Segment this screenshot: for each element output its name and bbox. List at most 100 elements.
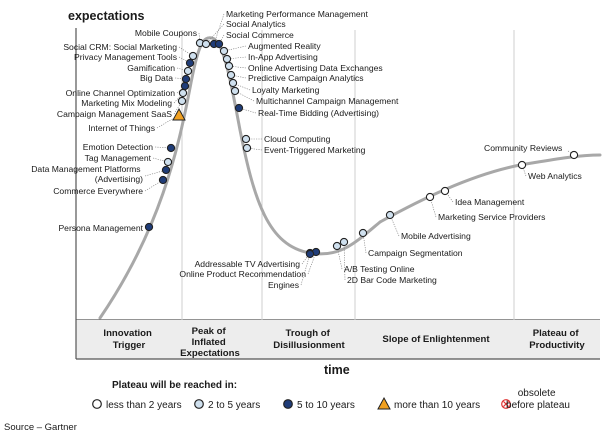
tech-label-commerce-everywhere: Commerce Everywhere (53, 186, 143, 196)
tech-label-in-app-advertising: In-App Advertising (248, 52, 318, 62)
tech-label-online-advertising-data-exchanges: Online Advertising Data Exchanges (248, 63, 383, 73)
technology-marker (222, 54, 232, 64)
leader-line (226, 56, 247, 60)
technology-marker (440, 186, 450, 196)
tech-label-addressable-tv-advertising: Addressable TV Advertising (195, 259, 301, 269)
legend-label-2-to-5-years: 2 to 5 years (208, 400, 260, 411)
leader-line (178, 46, 194, 57)
phase-plateau-of-productivity: Plateau of Productivity (529, 328, 585, 351)
leader-line (156, 114, 180, 129)
technology-marker (178, 88, 188, 98)
tech-label-tag-management: Tag Management (85, 153, 152, 163)
technology-marker (172, 107, 186, 121)
tech-label-event-triggered-marketing: Event-Triggered Marketing (264, 145, 366, 155)
tech-label-persona-management: Persona Management (58, 223, 143, 233)
leader-line (176, 67, 189, 72)
legend-marker-5-to-10-years (283, 399, 293, 409)
tech-label-big-data: Big Data (140, 73, 173, 83)
technology-marker (425, 192, 435, 202)
tech-label-emotion-detection: Emotion Detection (83, 142, 153, 152)
tech-label-campaign-segmentation: Campaign Segmentation (368, 248, 463, 258)
technology-marker (161, 165, 171, 175)
legend-label-obsolete: obsolete before plateau (506, 388, 570, 411)
technology-marker (241, 134, 251, 144)
tech-label-social-analytics: Social Analytics (226, 19, 286, 29)
technology-marker (185, 58, 195, 68)
y-axis-label: expectations (68, 9, 144, 23)
technology-markers (144, 13, 579, 286)
technology-marker (181, 74, 191, 84)
tech-label-mobile-advertising: Mobile Advertising (401, 231, 471, 241)
technology-marker (158, 175, 168, 185)
legend-title: Plateau will be reached in: (112, 380, 237, 391)
tech-label-marketing-mix-modeling: Marketing Mix Modeling (81, 98, 172, 108)
technology-marker (144, 222, 154, 232)
tech-label-community-reviews: Community Reviews (484, 143, 562, 153)
phase-peak-of-inflated-expectations: Peak of Inflated Expectations (180, 326, 240, 359)
tech-label-social-commerce: Social Commerce (226, 30, 294, 40)
tech-label-marketing-service-providers: Marketing Service Providers (438, 212, 545, 222)
technology-marker (242, 143, 252, 153)
technology-marker (214, 39, 224, 49)
legend-label-5-to-10-years: 5 to 10 years (297, 400, 355, 411)
leader-line (218, 34, 225, 45)
tech-label-privacy-management-tools: Privacy Management Tools (74, 52, 177, 62)
tech-label-online-channel-optimization: Online Channel Optimization (66, 88, 176, 98)
tech-label-multichannel-campaign-management: Multichannel Campaign Management (256, 96, 399, 106)
leader-line (174, 77, 187, 80)
technology-marker (177, 96, 187, 106)
tech-label-online-product-recommendation: Online Product Recommendation (179, 269, 306, 279)
technology-marker (180, 81, 190, 91)
leader-line (343, 241, 346, 281)
technology-marker (517, 160, 527, 170)
technology-marker (219, 46, 229, 56)
technology-marker (569, 150, 579, 160)
hype-curve (98, 36, 602, 320)
technology-marker (305, 249, 315, 259)
tech-label-2d-bar-code-marketing: 2D Bar Code Marketing (347, 275, 437, 285)
tech-label-gamification: Gamification (127, 63, 175, 73)
leader-line (154, 146, 172, 149)
tech-label-data-management-platforms: Data Management Platforms (Advertising) (31, 164, 143, 184)
tech-label-ab-testing-online: A/B Testing Online (344, 264, 415, 274)
legend-label-less-than-2-years: less than 2 years (106, 400, 182, 411)
tech-label-cloud-computing: Cloud Computing (264, 134, 331, 144)
tech-label-predictive-campaign-analytics: Predictive Campaign Analytics (248, 73, 364, 83)
technology-marker (228, 78, 238, 88)
technology-marker (234, 103, 244, 113)
phase-slope-of-enlightenment: Slope of Enlightenment (382, 334, 490, 345)
technology-marker (166, 143, 176, 153)
tech-label-engines: Engines (268, 280, 299, 290)
source-note: Source – Gartner (4, 422, 77, 433)
phase-trough-of-disillusionment: Trough of Disillusionment (273, 328, 345, 351)
tech-label-loyalty-marketing: Loyalty Marketing (252, 85, 320, 95)
leader-line (300, 253, 311, 286)
technology-marker (339, 237, 349, 247)
technology-labels: Persona Management Commerce Everywhere D… (31, 9, 582, 290)
technology-marker (201, 39, 211, 49)
tech-label-web-analytics: Web Analytics (528, 171, 582, 181)
tech-label-social-crm: Social CRM: Social Marketing (63, 42, 177, 52)
phase-innovation-trigger: Innovation Trigger (103, 328, 154, 351)
technology-marker (224, 61, 234, 71)
leader-line (205, 23, 225, 45)
legend-marker-obsolete-icon (501, 399, 511, 409)
tech-label-mobile-coupons: Mobile Coupons (135, 28, 197, 38)
tech-label-campaign-management-saas: Campaign Management SaaS (57, 109, 172, 119)
technology-marker (332, 241, 342, 251)
tech-label-augmented-reality: Augmented Reality (248, 41, 321, 51)
legend-label-more-than-10-years: more than 10 years (394, 400, 480, 411)
technology-marker (183, 66, 193, 76)
leader-line (228, 65, 247, 69)
legend-marker-more-than-10-years (377, 396, 391, 410)
technology-marker (358, 228, 368, 238)
tech-label-internet-of-things: Internet of Things (88, 123, 155, 133)
x-axis-label: time (324, 363, 350, 377)
technology-marker (230, 86, 240, 96)
legend: Plateau will be reached in: less than 2 … (92, 380, 570, 411)
tech-label-marketing-performance-management: Marketing Performance Management (226, 9, 368, 19)
leader-line (213, 13, 225, 45)
technology-marker (385, 210, 395, 220)
technology-marker (163, 157, 173, 167)
